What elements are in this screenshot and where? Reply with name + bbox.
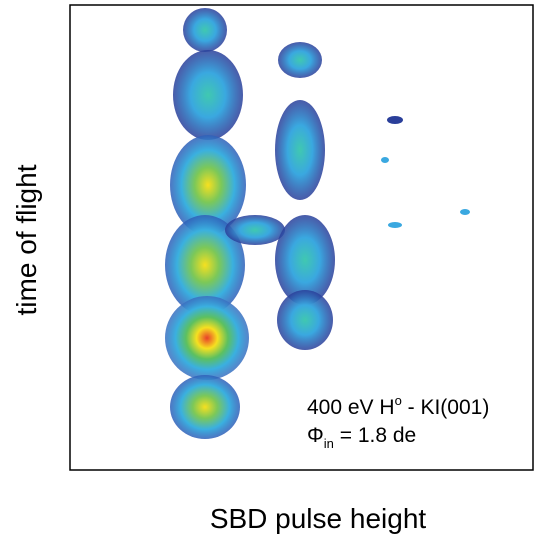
annotation-text: - KI(001) <box>402 396 490 419</box>
annotation-subscript: in <box>324 436 334 451</box>
annotation-superscript: o <box>395 393 402 408</box>
annotation-text: = 1.8 de <box>334 424 416 447</box>
annotation-text: Φ <box>307 424 324 447</box>
y-axis-label: time of flight <box>11 164 42 315</box>
contour-field <box>165 8 470 439</box>
x-axis-label: SBD pulse height <box>210 503 427 534</box>
annotation: 400 eV Ho - KI(001) <box>307 393 489 419</box>
annotation-text: 400 eV H <box>307 396 395 419</box>
annotation: Φin = 1.8 de <box>307 424 416 451</box>
